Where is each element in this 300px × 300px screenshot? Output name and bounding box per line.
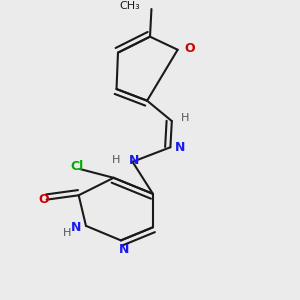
Text: CH₃: CH₃ bbox=[119, 1, 140, 11]
Text: N: N bbox=[129, 154, 139, 167]
Text: N: N bbox=[176, 141, 186, 154]
Text: N: N bbox=[118, 243, 129, 256]
Text: Cl: Cl bbox=[70, 160, 84, 173]
Text: O: O bbox=[184, 42, 195, 55]
Text: H: H bbox=[63, 228, 71, 238]
Text: N: N bbox=[70, 221, 81, 234]
Text: H: H bbox=[112, 155, 121, 165]
Text: H: H bbox=[181, 113, 189, 123]
Text: O: O bbox=[38, 193, 49, 206]
